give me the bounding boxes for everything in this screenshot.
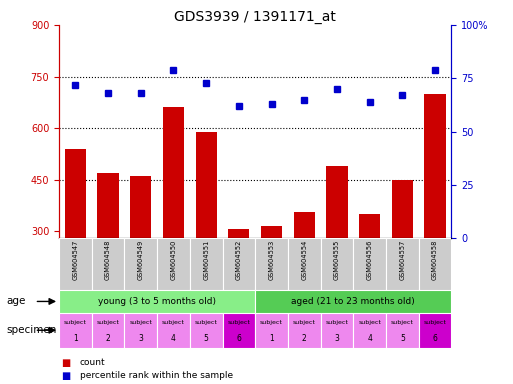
Bar [288,238,321,290]
Bar [59,313,92,348]
Text: 1: 1 [73,334,78,343]
Text: 5: 5 [400,334,405,343]
Bar [255,313,288,348]
Bar [97,174,119,334]
Text: specimen: specimen [6,325,56,335]
Text: GSM604554: GSM604554 [301,240,307,280]
Text: subject: subject [96,320,120,325]
Bar [419,238,451,290]
Text: GSM604555: GSM604555 [334,240,340,280]
Text: subject: subject [162,320,185,325]
Text: count: count [80,358,105,367]
Bar [163,108,184,334]
Text: subject: subject [326,320,348,325]
Bar [157,238,190,290]
Bar [255,290,451,313]
Text: GSM604558: GSM604558 [432,240,438,280]
Text: age: age [6,296,26,306]
Text: ■: ■ [62,371,71,381]
Text: subject: subject [293,320,315,325]
Bar [392,180,413,334]
Bar [424,94,446,334]
Bar [59,290,255,313]
Text: 4: 4 [171,334,176,343]
Text: 6: 6 [236,334,241,343]
Bar [321,238,353,290]
Bar [228,230,249,334]
Bar [157,313,190,348]
Bar [223,313,255,348]
Text: 5: 5 [204,334,209,343]
Text: GSM604548: GSM604548 [105,240,111,280]
Text: subject: subject [260,320,283,325]
Text: GSM604556: GSM604556 [367,240,372,280]
Text: ■: ■ [62,358,71,368]
Bar [195,131,217,334]
Text: 4: 4 [367,334,372,343]
Text: subject: subject [424,320,446,325]
Text: subject: subject [227,320,250,325]
Text: subject: subject [391,320,414,325]
Bar [130,175,151,334]
Bar [288,313,321,348]
Bar [124,313,157,348]
Text: 2: 2 [302,334,307,343]
Bar [326,166,348,334]
Bar [386,313,419,348]
Bar [92,238,125,290]
Text: subject: subject [129,320,152,325]
Text: GSM604550: GSM604550 [170,240,176,280]
Text: percentile rank within the sample: percentile rank within the sample [80,371,232,380]
Text: 1: 1 [269,334,274,343]
Text: subject: subject [64,320,87,325]
Bar [124,238,157,290]
Bar [261,226,282,334]
Text: GSM604547: GSM604547 [72,240,78,280]
Bar [419,313,451,348]
Bar [353,313,386,348]
Bar [359,214,380,334]
Text: 2: 2 [106,334,110,343]
Bar [321,313,353,348]
Text: aged (21 to 23 months old): aged (21 to 23 months old) [291,297,415,306]
Bar [190,238,223,290]
Title: GDS3939 / 1391171_at: GDS3939 / 1391171_at [174,10,336,24]
Text: GSM604557: GSM604557 [400,240,405,280]
Text: GSM604551: GSM604551 [203,240,209,280]
Bar [293,212,315,334]
Bar [190,313,223,348]
Text: GSM604552: GSM604552 [236,240,242,280]
Bar [255,238,288,290]
Bar [386,238,419,290]
Text: GSM604549: GSM604549 [138,240,144,280]
Text: 3: 3 [139,334,143,343]
Text: young (3 to 5 months old): young (3 to 5 months old) [98,297,216,306]
Bar [92,313,125,348]
Text: GSM604553: GSM604553 [269,240,274,280]
Text: subject: subject [358,320,381,325]
Text: 6: 6 [432,334,438,343]
Bar [65,149,86,334]
Bar [223,238,255,290]
Text: 3: 3 [334,334,340,343]
Bar [353,238,386,290]
Bar [59,238,92,290]
Text: subject: subject [195,320,218,325]
